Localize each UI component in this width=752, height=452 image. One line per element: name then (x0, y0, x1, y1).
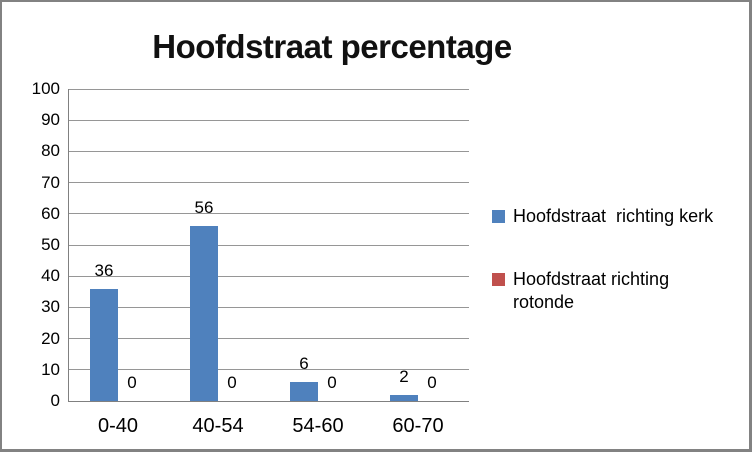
bar-series1-60-70 (390, 394, 418, 401)
legend-entry-1: Hoofdstraat richting kerk (492, 205, 713, 228)
gridline-40 (69, 275, 469, 277)
y-tick-label: 90 (41, 110, 60, 130)
gridline-80 (69, 150, 469, 152)
x-category-label: 54-60 (292, 415, 344, 437)
y-tick-label: 20 (41, 328, 60, 348)
gridline-70 (69, 182, 469, 184)
gridline-30 (69, 306, 469, 308)
gridline-100 (69, 88, 469, 90)
data-label-series1-40-54: 56 (194, 198, 214, 218)
legend-label-1: Hoofdstraat richting kerk (513, 206, 714, 226)
x-category-label: 0-40 (97, 415, 139, 437)
bar-series1-54-60 (290, 382, 318, 401)
plot-area: 36 0 56 0 6 0 2 0 (68, 88, 469, 402)
data-label-series2-0-40: 0 (127, 373, 137, 392)
gridline-10 (69, 369, 469, 371)
y-tick-label: 30 (41, 297, 60, 317)
x-category-label: 40-54 (192, 415, 244, 437)
data-label-series2-54-60: 0 (327, 373, 337, 392)
data-label-series1-0-40: 36 (94, 260, 114, 280)
legend-swatch-2 (492, 273, 505, 286)
data-label-series2-60-70: 0 (427, 373, 437, 392)
legend-label-2: Hoofdstraat richting rotonde (513, 269, 675, 312)
y-tick-label: 50 (41, 235, 60, 254)
legend-entry-2: Hoofdstraat richting rotonde (492, 268, 731, 314)
y-tick-label: 100 (31, 79, 60, 98)
y-tick-label: 80 (41, 141, 60, 161)
y-tick-label: 70 (41, 172, 60, 192)
gridline-50 (69, 244, 469, 246)
x-category-label: 60-70 (392, 415, 444, 437)
data-label-series1-54-60: 6 (299, 354, 309, 374)
legend-swatch-1 (492, 210, 505, 223)
gridline-20 (69, 338, 469, 340)
bar-series1-0-40 (90, 288, 118, 401)
chart-title: Hoofdstraat percentage (152, 28, 512, 65)
data-label-series1-60-70: 2 (399, 366, 409, 386)
gridline-90 (69, 119, 469, 121)
y-tick-label: 10 (41, 359, 60, 379)
data-label-series2-40-54: 0 (227, 373, 237, 392)
y-tick-label: 40 (41, 266, 60, 286)
y-tick-label: 60 (41, 203, 60, 223)
gridline-60 (69, 213, 469, 215)
bar-series1-40-54 (190, 226, 218, 401)
y-tick-label: 0 (50, 391, 60, 410)
